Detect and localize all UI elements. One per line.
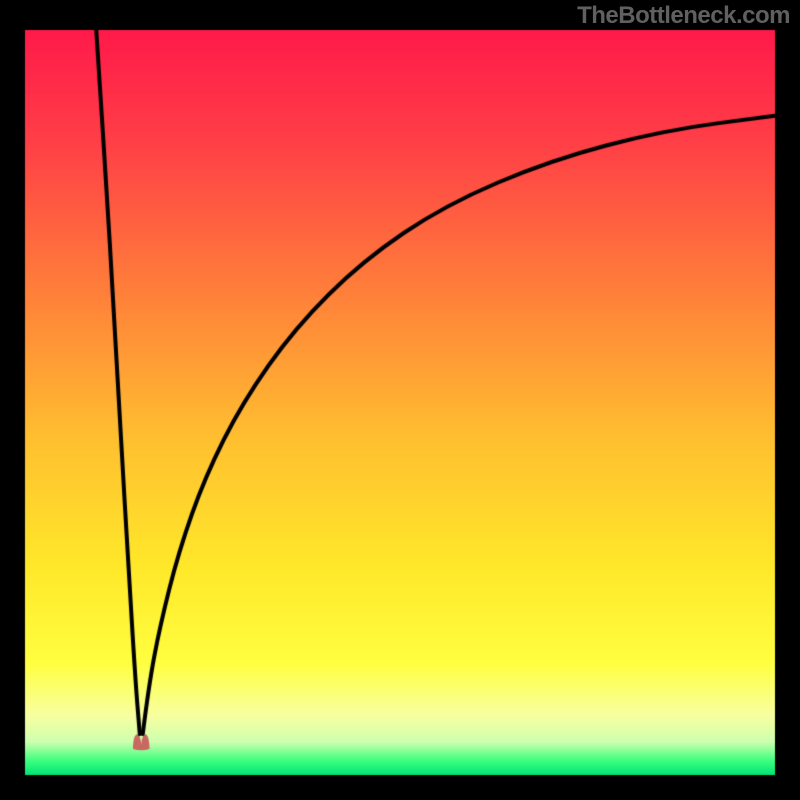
bottleneck-chart-canvas: [0, 0, 800, 800]
watermark-text: TheBottleneck.com: [577, 2, 790, 30]
chart-container: TheBottleneck.com: [0, 0, 800, 800]
